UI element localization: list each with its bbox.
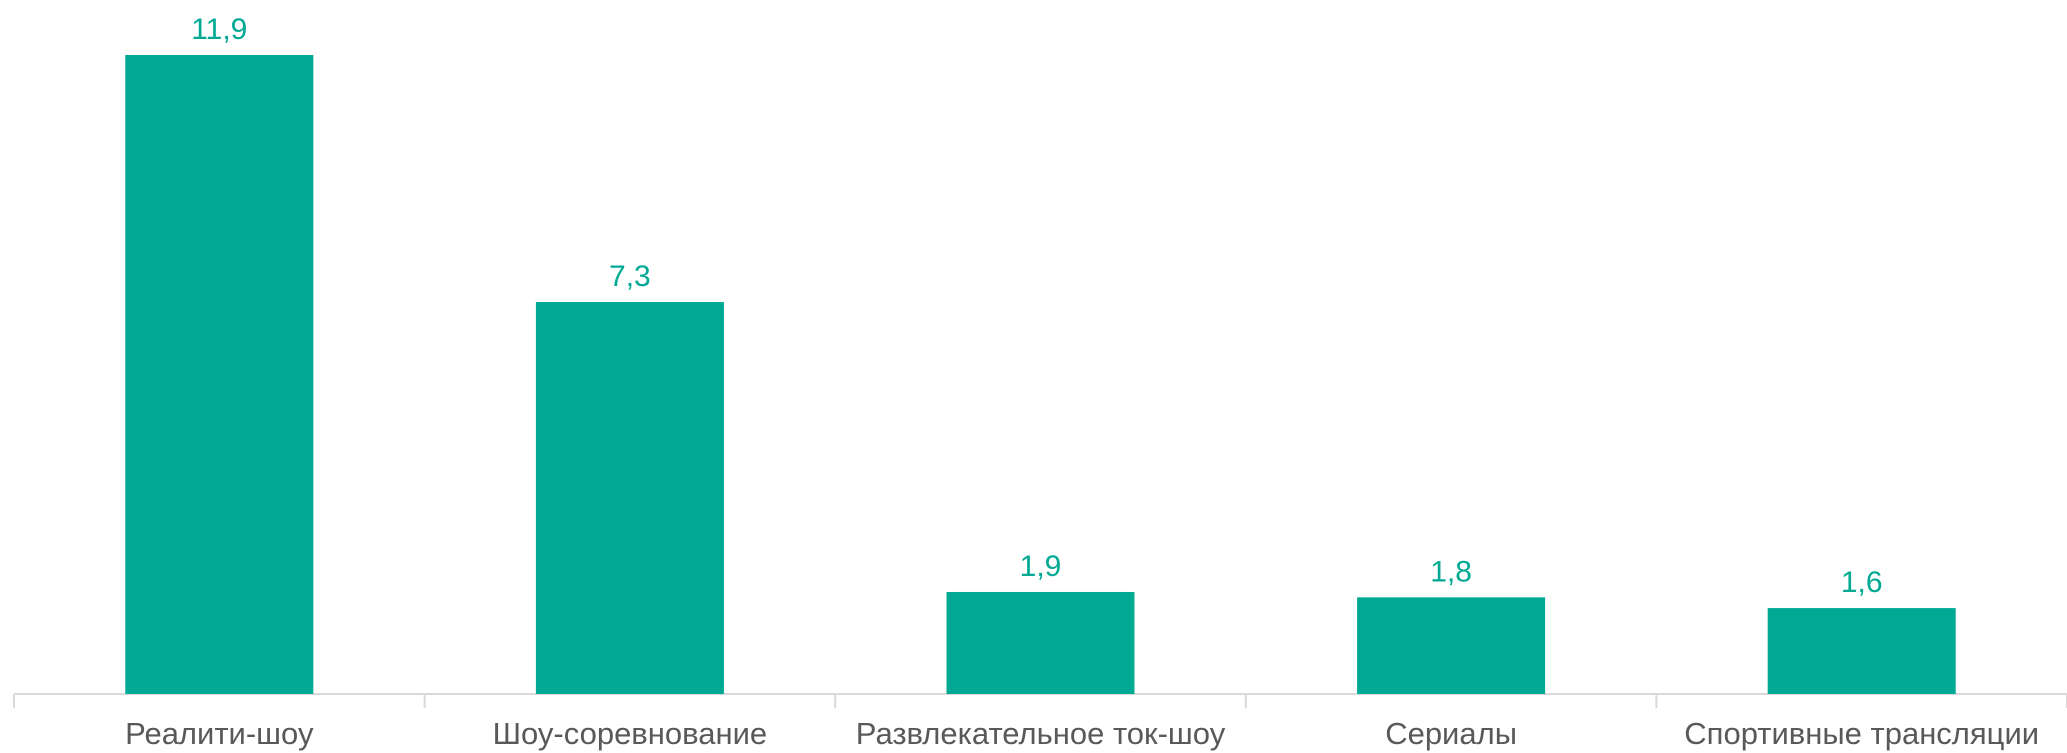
bars — [125, 55, 1956, 694]
data-label-4: 1,6 — [1841, 566, 1883, 599]
bar-2 — [946, 591, 1135, 694]
bar-3 — [1357, 597, 1546, 694]
category-label-2: Развлекательное ток-шоу — [856, 716, 1226, 751]
data-label-0: 11,9 — [191, 13, 247, 46]
bar-1 — [535, 302, 724, 694]
bar-0 — [125, 55, 314, 694]
category-labels: Реалити-шоу Шоу-соревнование Развлекательн… — [125, 716, 2039, 751]
bar-4 — [1767, 608, 1956, 694]
data-label-1: 7,3 — [609, 260, 651, 293]
data-label-2: 1,9 — [1020, 550, 1062, 583]
category-label-4: Спортивные трансляции — [1684, 716, 2039, 751]
category-label-0: Реалити-шоу — [125, 716, 314, 751]
x-axis-ticks — [13, 694, 2067, 708]
category-label-3: Сериалы — [1385, 716, 1517, 751]
data-label-3: 1,8 — [1430, 555, 1472, 588]
data-labels: 11,9 7,3 1,9 1,8 1,6 — [191, 13, 1882, 599]
category-label-1: Шоу-соревнование — [493, 716, 768, 751]
